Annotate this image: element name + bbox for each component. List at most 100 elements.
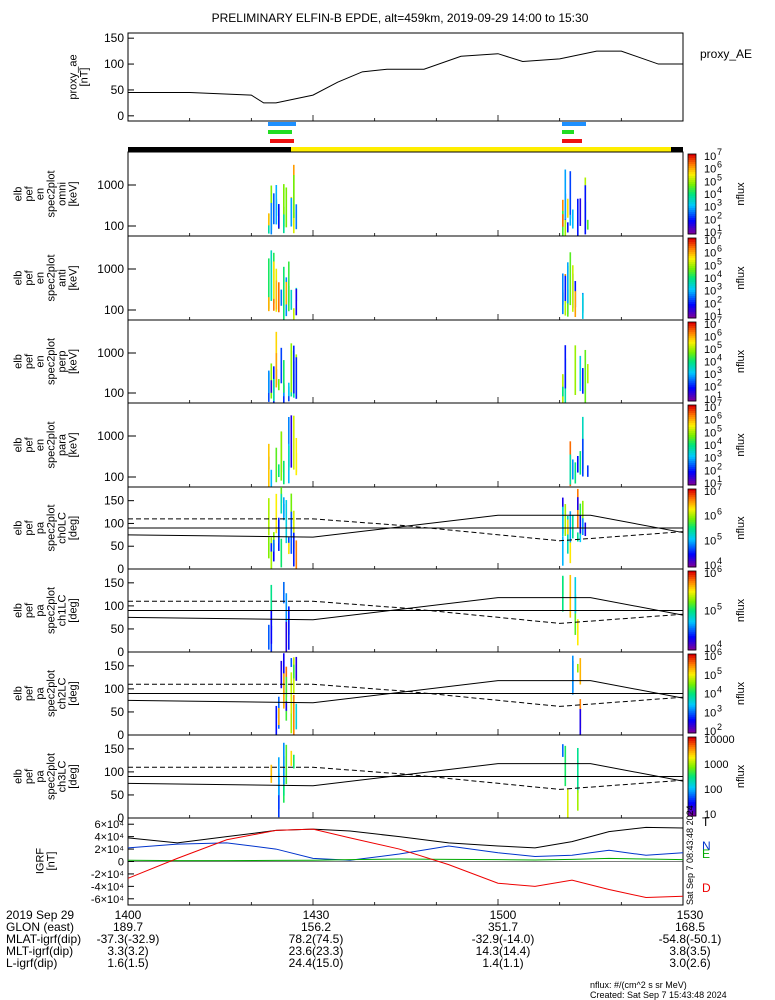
panel-7-colorbar-seg — [688, 729, 696, 732]
panel-8-colorbar-label: nflux — [735, 764, 747, 788]
panel-8-colorbar-seg — [688, 770, 696, 774]
panel-8-colorbar-seg — [688, 744, 696, 748]
panel-8-colorbar-seg — [688, 790, 696, 793]
panel-6-colorbar-seg — [688, 596, 696, 600]
spectrogram-cell — [283, 360, 285, 393]
spectrogram-cell — [285, 621, 288, 652]
spectrogram-cell — [562, 506, 564, 537]
bottom-row-value: 3.3(3.2) — [107, 944, 148, 958]
igrf-ytick-label: 2×10⁴ — [94, 844, 124, 856]
panel-3-colorbar-seg — [688, 359, 696, 362]
spectrogram-cell — [293, 415, 295, 470]
spectrogram-cell — [278, 379, 280, 391]
panel-7-colorbar-seg — [688, 663, 696, 667]
spectrogram-cell — [268, 258, 270, 309]
spectrogram-cell — [275, 353, 278, 388]
spectrogram-cell — [295, 204, 298, 230]
panel-1-colorbar-tick-exp: 7 — [717, 147, 722, 157]
panel-2-colorbar-seg — [688, 260, 696, 263]
panel-6-colorbar-tick-base: 10 — [704, 606, 716, 618]
panel-1-colorbar-seg — [688, 164, 696, 167]
status-bar-dark-end — [671, 147, 683, 152]
spectrogram-cell — [562, 214, 564, 227]
panel-4-colorbar-seg — [688, 473, 696, 476]
panel-6-anti-loss-cone-line — [128, 600, 684, 624]
panel-8-colorbar-seg — [688, 774, 696, 777]
panel-2-colorbar-seg — [688, 250, 696, 253]
panel-8-ylabel-line: elb — [13, 769, 25, 784]
panel-5-anti-loss-cone-line — [128, 518, 684, 542]
panel-7-colorbar-seg — [688, 667, 696, 671]
panel-6-colorbar-label-text: nflux — [735, 598, 747, 622]
panel-7-colorbar-seg — [688, 711, 696, 714]
panel-5-colorbar-label-text: nflux — [735, 516, 747, 540]
spectrogram-cell — [567, 515, 569, 554]
spectrogram-cell — [574, 593, 577, 635]
panel-5-colorbar-tick-exp: 4 — [717, 556, 722, 566]
panel-6-colorbar-seg — [688, 632, 696, 635]
panel-1-colorbar-seg — [688, 226, 696, 229]
panel-6-colorbar-seg — [688, 626, 696, 629]
panel-7-ylabel-line: pa — [35, 687, 47, 700]
bottom-row-value: -32.9(-14.0) — [472, 932, 535, 946]
panel-1-colorbar-seg — [688, 206, 696, 209]
panel-3-colorbar-seg — [688, 357, 696, 361]
panel-4-colorbar-seg — [688, 407, 696, 410]
panel-4-colorbar-tick-exp: 6 — [717, 411, 722, 421]
panel-7-colorbar-tick-exp: 2 — [717, 722, 722, 732]
panel-3-ylabel-line: [keV] — [68, 349, 80, 374]
spectrogram-cell — [584, 185, 587, 235]
panel-5-colorbar-seg — [688, 524, 696, 527]
panel-1-colorbar-tick-exp: 2 — [717, 210, 722, 220]
panel-6-colorbar-seg — [688, 642, 696, 645]
panel-5-colorbar-seg — [688, 502, 696, 506]
panel-4-ytick-label: 100 — [104, 470, 124, 484]
panel-8-colorbar-seg — [688, 798, 696, 801]
panel-2-colorbar-seg — [688, 240, 696, 243]
panel-3-colorbar-seg — [688, 341, 696, 345]
panel-8-colorbar-seg — [688, 788, 696, 791]
created-stamp: Created: Sat Sep 7 15:43:48 2024 — [590, 990, 727, 1000]
panel-4-colorbar-tick-base: 10 — [704, 427, 716, 439]
panel-1-colorbar-seg — [688, 180, 696, 183]
panel-6-ytick-label: 150 — [104, 576, 124, 590]
panel-4-colorbar-seg — [688, 465, 696, 468]
bottom-row-value: 1430 — [303, 908, 330, 922]
panel-1-colorbar-seg — [688, 204, 696, 207]
panel-1-colorbar-seg — [688, 170, 696, 173]
panel-7-colorbar-tick: 10 3 — [704, 703, 722, 719]
panel-4-ylabel-line: para — [57, 433, 69, 456]
panel-1-colorbar-seg — [688, 230, 696, 233]
spectrogram-cell — [290, 750, 293, 766]
panel-2-colorbar-tick-base: 10 — [704, 273, 716, 285]
panel-6-colorbar-seg — [688, 644, 696, 647]
panel-8-ylabel-line: ch3LC — [57, 761, 69, 793]
spectrogram-cell — [574, 291, 577, 318]
panel-1-colorbar-tick-base: 10 — [704, 164, 716, 176]
panel-6-colorbar-seg — [688, 598, 696, 602]
panel-6-colorbar-seg — [688, 582, 696, 586]
panel-2-colorbar-seg — [688, 262, 696, 265]
panel-3-colorbar-seg — [688, 385, 696, 388]
spectrogram-cell — [567, 198, 569, 218]
panel-8-colorbar-seg — [688, 754, 696, 758]
spectrogram-cell — [567, 519, 569, 535]
panel-8-colorbar-tick: 10000 — [704, 734, 735, 746]
panel-3-colorbar-seg — [688, 393, 696, 396]
panel-1-colorbar-tick-base: 10 — [704, 151, 716, 163]
panel-5-colorbar-seg — [688, 535, 696, 539]
panel-4-colorbar-seg — [688, 429, 696, 432]
panel-6-colorbar-seg — [688, 600, 696, 604]
panel-2-colorbar-seg — [688, 256, 696, 259]
panel-1-colorbar-seg — [688, 220, 696, 223]
panel-2-ytick-label: 1000 — [97, 262, 124, 276]
panel-4-colorbar-seg — [688, 439, 696, 442]
spectrogram-cell — [584, 349, 587, 403]
panel-2-colorbar-tick-base: 10 — [704, 260, 716, 272]
panel-1-colorbar-tick: 10 1 — [704, 223, 722, 239]
event-bar — [268, 130, 292, 134]
panel-7-colorbar-tick-exp: 5 — [717, 666, 722, 676]
spectrogram-cell — [288, 382, 290, 397]
panel-2-ylabel: elb pef en spec2plot anti [keV] — [13, 254, 80, 301]
panel-8-colorbar-seg — [688, 782, 696, 785]
